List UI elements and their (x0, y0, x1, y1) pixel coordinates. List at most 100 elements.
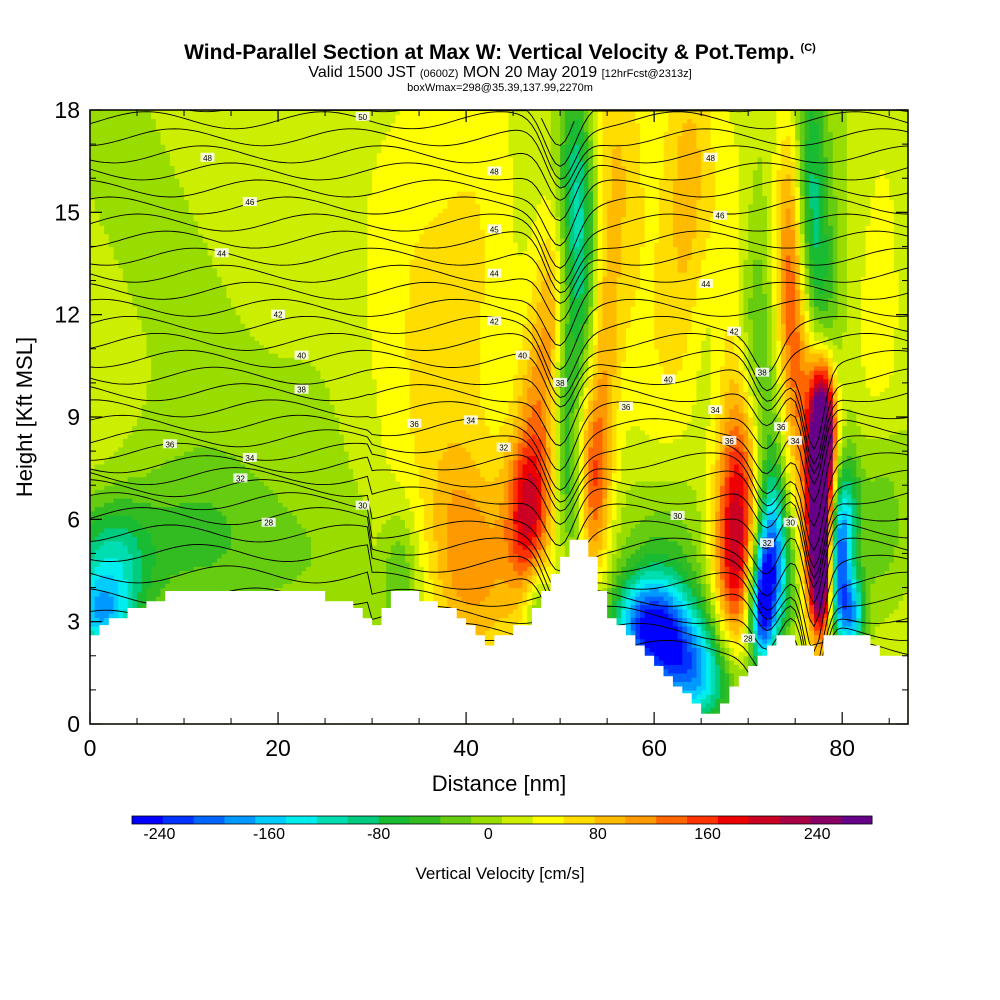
vv-cell (456, 613, 462, 618)
vv-cell (719, 651, 726, 657)
chart-title-text: Wind-Parallel Section at Max W: Vertical… (184, 41, 795, 64)
vv-cell (898, 647, 904, 653)
vv-cell (809, 608, 815, 614)
vv-cell (517, 617, 524, 623)
vv-cell (734, 604, 740, 610)
vv-cell (738, 664, 745, 670)
vv-cell (132, 604, 138, 610)
vv-cell (856, 608, 862, 614)
vv-cell (658, 608, 665, 614)
vv-cell (503, 621, 509, 627)
vv-cell (649, 647, 655, 653)
vv-cell (456, 608, 462, 614)
vv-cell (748, 617, 754, 623)
vv-cell (893, 621, 900, 627)
vv-cell (625, 608, 632, 614)
vv-cell (456, 600, 462, 606)
vv-cell (710, 672, 716, 678)
vv-cell (710, 685, 716, 691)
vv-cell (658, 638, 665, 644)
vv-cell (672, 642, 679, 648)
vv-cell (860, 608, 867, 614)
vv-cell (668, 647, 674, 653)
vv-cell (94, 621, 100, 627)
vv-cell (795, 613, 801, 618)
vv-cell (701, 668, 707, 674)
vv-cell (757, 630, 763, 636)
vv-cell (828, 613, 834, 618)
vv-cell (813, 634, 820, 640)
vv-cell (517, 613, 524, 618)
vv-cell (898, 642, 904, 648)
vv-cell (832, 617, 839, 623)
vv-cell (766, 617, 773, 623)
vv-cell (748, 621, 754, 627)
vv-cell (710, 625, 716, 631)
vv-cell (705, 711, 712, 717)
vv-cell (508, 604, 514, 610)
vv-cell (748, 647, 754, 653)
vv-cell (691, 664, 698, 670)
vv-cell (672, 613, 679, 618)
vv-cell (738, 604, 745, 610)
vv-cell (893, 634, 900, 640)
vv-cell (691, 647, 698, 653)
vv-cell (875, 613, 881, 618)
vv-cell (625, 617, 632, 623)
vv-cell (687, 660, 693, 665)
vv-cell (799, 642, 806, 648)
vv-cell (705, 617, 712, 623)
vv-cell (696, 647, 702, 653)
vv-cell (668, 613, 674, 618)
vv-cell (752, 617, 759, 623)
vv-cell (729, 642, 735, 648)
vv-cell (489, 613, 495, 618)
vv-cell (94, 600, 100, 606)
vv-cell (489, 600, 495, 606)
vv-cell (687, 655, 693, 661)
vv-cell (729, 604, 735, 610)
vv-cell (635, 638, 641, 644)
vv-cell (738, 617, 745, 623)
vv-cell (94, 617, 100, 623)
vv-cell (752, 642, 759, 648)
vv-cell (644, 617, 651, 623)
vv-cell (663, 642, 669, 648)
vv-cell (672, 655, 679, 661)
vv-cell (851, 630, 857, 636)
vv-cell (870, 638, 876, 644)
vv-cell (696, 625, 702, 631)
vv-cell (90, 625, 96, 631)
vv-cell (781, 625, 787, 631)
vv-cell (804, 613, 810, 618)
vv-cell (710, 608, 716, 614)
vv-cell (701, 689, 707, 695)
vv-cell (790, 613, 796, 618)
vv-cell (677, 647, 683, 653)
vv-cell (108, 613, 115, 618)
vv-cell (649, 625, 655, 631)
vv-cell (456, 604, 462, 610)
vv-cell (484, 600, 491, 606)
vv-cell (90, 604, 96, 610)
vv-cell (724, 694, 730, 700)
vv-cell (687, 651, 693, 657)
vv-cell (771, 634, 777, 640)
vv-cell (818, 651, 824, 657)
vv-cell (903, 634, 909, 640)
vv-cell (447, 604, 453, 610)
vv-cell (762, 651, 768, 657)
vv-cell (889, 608, 895, 614)
vv-cell (513, 600, 519, 606)
vv-cell (828, 625, 834, 631)
vv-cell (484, 642, 491, 648)
vv-cell (705, 630, 712, 636)
vv-cell (503, 625, 509, 631)
vv-cell (748, 655, 754, 661)
vv-cell (527, 600, 533, 606)
vv-cell (376, 621, 383, 627)
vv-cell (715, 638, 721, 644)
vv-cell (517, 604, 524, 610)
vv-cell (522, 613, 528, 618)
vv-cell (724, 689, 730, 695)
